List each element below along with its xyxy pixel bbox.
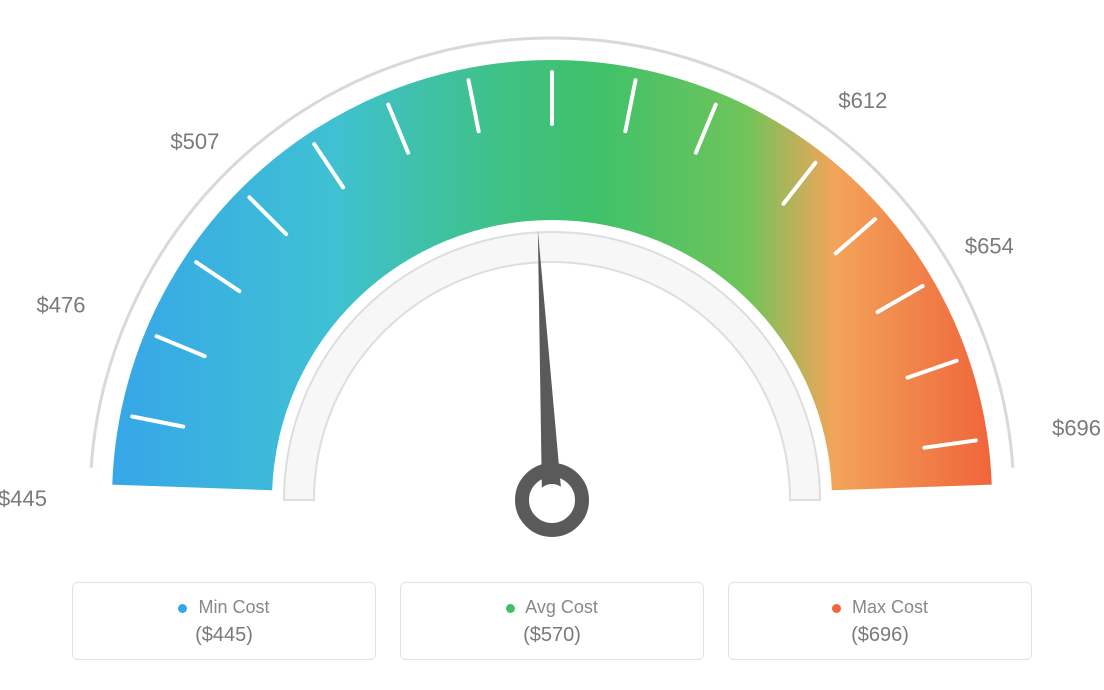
legend-avg-dot-icon bbox=[506, 604, 515, 613]
cost-gauge: $445$476$507$570$612$654$696 bbox=[0, 0, 1104, 560]
legend-max-dot-icon bbox=[832, 604, 841, 613]
legend-max-card: Max Cost ($696) bbox=[728, 582, 1032, 660]
legend-max-title: Max Cost bbox=[739, 597, 1021, 618]
svg-text:$445: $445 bbox=[0, 486, 47, 511]
legend-min-value: ($445) bbox=[83, 624, 365, 647]
svg-text:$654: $654 bbox=[965, 234, 1014, 259]
legend-max-value: ($696) bbox=[739, 624, 1021, 647]
legend-row: Min Cost ($445) Avg Cost ($570) Max Cost… bbox=[72, 582, 1032, 660]
legend-avg-title: Avg Cost bbox=[411, 597, 693, 618]
svg-text:$476: $476 bbox=[36, 293, 85, 318]
legend-avg-card: Avg Cost ($570) bbox=[400, 582, 704, 660]
svg-text:$612: $612 bbox=[838, 88, 887, 113]
legend-max-label: Max Cost bbox=[852, 597, 928, 617]
svg-text:$696: $696 bbox=[1052, 416, 1101, 441]
legend-min-card: Min Cost ($445) bbox=[72, 582, 376, 660]
svg-text:$507: $507 bbox=[170, 129, 219, 154]
legend-avg-value: ($570) bbox=[411, 624, 693, 647]
legend-avg-label: Avg Cost bbox=[525, 597, 598, 617]
legend-min-title: Min Cost bbox=[83, 597, 365, 618]
legend-min-label: Min Cost bbox=[199, 597, 270, 617]
legend-min-dot-icon bbox=[178, 604, 187, 613]
